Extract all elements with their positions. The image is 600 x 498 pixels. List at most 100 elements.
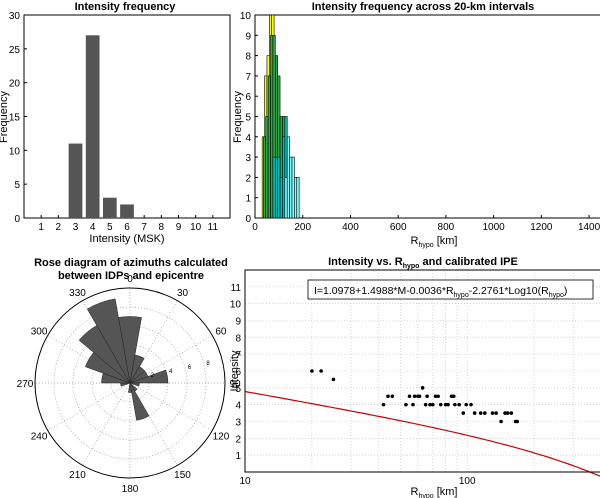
y-tick-label: 25 [9,45,21,56]
rose-spoke [47,382,131,431]
rose-ring-label: 8 [206,361,210,367]
rose-angle-label: 300 [31,327,48,338]
xlabel-r: R [411,235,419,247]
x-tick-label: 11 [208,222,219,233]
rose-angle-label: 180 [122,484,139,495]
ipe-data-point [472,411,477,415]
x-tick-label: 6 [124,222,130,233]
ipe-data-point [438,402,443,407]
axes-box-distance-frequency [254,14,600,219]
y-tick-label: 7 [245,72,251,83]
title-ipe: Intensity vs. Rhypo and calibrated IPE [328,256,518,270]
rose-angle-label: 330 [69,288,86,299]
ipe-data-point [453,402,457,407]
panel-ipe: Intensity vs. Rhypo and calibrated IPE 1… [229,256,600,498]
ipe-data-point [451,394,456,399]
ipe-points [310,369,520,424]
rose-ring-label: 6 [188,365,192,371]
y-tick-label: 10 [240,11,252,22]
ipe-data-point [381,402,386,407]
ipe-data-point [386,394,390,399]
distance-bar [294,177,298,219]
rose-spoke [129,382,213,431]
x-tick-label: 0 [252,222,258,233]
ipe-data-point [411,402,415,407]
x-tick-label: 2 [56,222,62,233]
ipe-data-point [461,411,466,415]
eq-part1: I=1.0978+1.4988*M-0.0036*R [314,285,454,297]
ipe-data-point [503,411,507,415]
xlabel-hypo-sub: hypo [418,242,433,249]
ipe-data-point [499,419,503,424]
distance-bar [286,136,290,219]
y-tick-label: 3 [235,418,241,429]
ipe-data-point [430,402,435,407]
eq-sub1: hypo [454,292,469,299]
axis-ticks-distance-frequency: 0 200 400 600 800 1000 1200 1400 0 1 2 3 4 5 6 7 8 9 10 [240,11,600,233]
ipe-data-point [404,402,408,407]
ipe-data-point [319,369,323,373]
ipe-data-point [490,411,495,415]
rose-angle-label: 30 [177,288,189,299]
y-tick-label: 11 [231,283,242,294]
panel-intensity-frequency: Intensity frequency 1 2 3 4 5 6 7 8 9 10 110510152… [0,1,231,245]
y-tick-label: 15 [9,113,21,124]
title-distance-frequency: Intensity frequency across 20-km interva… [312,1,535,13]
ipe-data-point [407,394,412,399]
axes-box-intensity-frequency [23,14,231,219]
ipe-data-point [457,402,461,407]
distance-bar [263,136,267,219]
x-tick-label: 1200 [530,222,553,233]
y-tick-label: 9 [235,317,241,328]
ipe-data-point [505,411,510,415]
distance-bar [270,34,274,219]
ipe-data-point [446,402,450,407]
ipe-data-point [428,402,432,407]
rose-angle-label: 60 [215,327,227,338]
ipe-data-point [464,402,469,407]
bars-intensity-frequency [68,35,134,218]
ipe-data-point [509,411,514,415]
ipe-data-point [469,402,473,407]
rose-angle-label: 0 [127,274,133,285]
x-tick-label: 1000 [482,222,505,233]
panel-distance-frequency: Intensity frequency across 20-km interva… [232,1,600,249]
equation-text: I=1.0978+1.4988*M-0.0036*Rhypo-2.2761*Lo… [314,285,567,299]
y-tick-label: 1 [245,194,251,205]
rose-sector [129,382,150,421]
xlabel-ipe: Rhypo [km] [411,486,458,498]
y-tick-label: 0 [245,214,251,225]
rose-sectors [78,298,169,421]
eq-sub2: hypo [549,292,564,299]
title-ipe-sub: hypo [403,263,420,270]
distance-bar [277,156,281,219]
distance-bar [274,156,278,219]
ipe-data-point [436,394,440,399]
y-tick-label: 0 [14,214,20,225]
ylabel-ipe: Intensity [229,350,241,391]
rose-angle-label: 210 [69,470,86,481]
distance-bar [289,156,293,219]
rose-angle-label: 120 [213,432,230,443]
ipe-data-point [417,394,422,399]
bars-distance-frequency [261,14,300,219]
x-tick-label: 800 [438,222,455,233]
rose-sector [129,354,145,384]
rose-sector [129,382,140,387]
ipe-data-point [494,411,498,415]
intensity-bar [120,204,134,218]
ylabel-intensity-frequency: Frequency [0,91,10,143]
ipe-data-point [390,394,395,399]
x-tick-label: 1 [38,222,44,233]
intensity-bar [85,35,100,218]
x-tick-label: 8 [159,222,165,233]
ipe-data-point [478,411,483,415]
title-ipe-prefix: Intensity vs. R [328,256,403,268]
x-tick-label: 100 [459,476,476,487]
rose-sector [86,298,131,384]
rose-angle-label: 240 [31,432,48,443]
y-tick-label: 4 [245,133,251,144]
